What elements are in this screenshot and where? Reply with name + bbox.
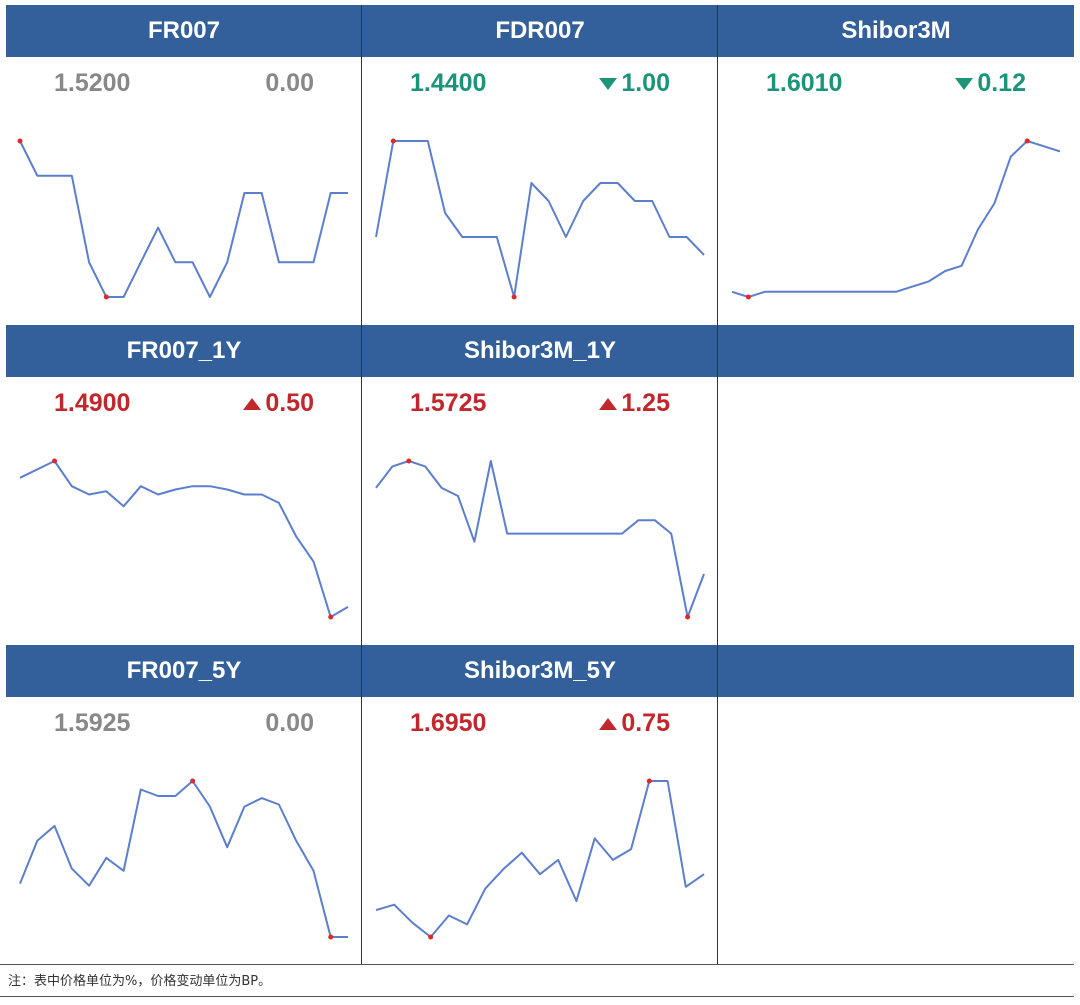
max-point-marker	[52, 458, 58, 464]
panel-shibor3m-1y: Shibor3M_1Y 1.5725 1.25	[362, 325, 718, 645]
column-divider	[361, 5, 362, 965]
min-point-marker	[328, 934, 334, 940]
column-divider	[717, 5, 718, 965]
change-value: 0.12	[977, 69, 1026, 97]
panel-title: Shibor3M_5Y	[362, 645, 718, 697]
panel-title: FR007	[6, 5, 362, 57]
table-bottom-rule	[0, 964, 1074, 965]
triangle-up-icon	[599, 397, 618, 410]
min-point-marker	[511, 294, 517, 300]
sparkline	[375, 778, 705, 940]
panel-title: Shibor3M	[718, 5, 1074, 57]
min-point-marker	[428, 934, 434, 940]
sparkline	[375, 138, 705, 300]
triangle-down-icon	[599, 77, 618, 90]
panel-fdr007: FDR007 1.4400 1.00	[362, 5, 718, 325]
rate-value: 1.5725	[410, 389, 487, 417]
change-value: 1.00	[621, 69, 670, 97]
max-point-marker	[1024, 138, 1030, 144]
rate-value: 1.5925	[54, 709, 131, 737]
triangle-up-icon	[243, 397, 262, 410]
max-point-marker	[390, 138, 396, 144]
panel-title: FR007_1Y	[6, 325, 362, 377]
rate-change: 0.12	[955, 69, 1026, 98]
panel-title-empty	[718, 645, 1074, 697]
rate-value: 1.4400	[410, 69, 487, 97]
sparkline-series	[375, 460, 705, 618]
sparkline	[19, 778, 348, 940]
rate-value: 1.5200	[54, 69, 131, 97]
min-point-marker	[685, 614, 691, 620]
triangle-up-icon	[599, 717, 618, 730]
panel-title: FR007_5Y	[6, 645, 362, 697]
max-point-marker	[17, 138, 23, 144]
sparkline-grid: FR007 1.5200 0.00 FDR007 1.4400 1.00 Shi…	[6, 5, 1074, 965]
footnote: 注：表中价格单位为%，价格变动单位为BP。	[8, 974, 272, 989]
panel-title-empty	[718, 325, 1074, 377]
panel-fr007-1y: FR007_1Y 1.4900 0.50	[6, 325, 362, 645]
rate-change: 0.00	[265, 709, 314, 738]
rate-change: 0.50	[243, 389, 314, 418]
footnote-rule	[0, 996, 1074, 997]
panel-shibor3m-5y: Shibor3M_5Y 1.6950 0.75	[362, 645, 718, 965]
rate-change: 0.00	[265, 69, 314, 98]
sparkline-series	[375, 140, 705, 298]
sparkline	[17, 138, 348, 300]
panel-shibor3m: Shibor3M 1.6010 0.12	[718, 5, 1074, 325]
max-point-marker	[646, 778, 652, 784]
rate-value: 1.4900	[54, 389, 131, 417]
change-value: 1.25	[621, 389, 670, 417]
sparkline	[19, 458, 349, 620]
sparkline	[731, 138, 1061, 300]
sparkline	[375, 458, 705, 620]
rate-value: 1.6950	[410, 709, 487, 737]
panel-fr007: FR007 1.5200 0.00	[6, 5, 362, 325]
sparkline-series	[19, 780, 348, 938]
panel-title: FDR007	[362, 5, 718, 57]
sparkline-series	[375, 780, 705, 938]
rate-change: 1.25	[599, 389, 670, 418]
change-value: 0.00	[265, 69, 314, 97]
sparkline-series	[19, 460, 349, 618]
panel-empty	[718, 645, 1074, 965]
min-point-marker	[745, 294, 751, 300]
panel-empty	[718, 325, 1074, 645]
change-value: 0.00	[265, 709, 314, 737]
rate-change: 0.75	[599, 709, 670, 738]
change-value: 0.50	[265, 389, 314, 417]
change-value: 0.75	[621, 709, 670, 737]
max-point-marker	[190, 778, 196, 784]
rate-change: 1.00	[599, 69, 670, 98]
max-point-marker	[406, 458, 412, 464]
panel-fr007-5y: FR007_5Y 1.5925 0.00	[6, 645, 362, 965]
min-point-marker	[103, 294, 109, 300]
sparkline-series	[19, 140, 348, 298]
min-point-marker	[328, 614, 334, 620]
sparkline-series	[731, 140, 1061, 298]
panel-title: Shibor3M_1Y	[362, 325, 718, 377]
triangle-down-icon	[955, 77, 974, 90]
rate-value: 1.6010	[766, 69, 843, 97]
